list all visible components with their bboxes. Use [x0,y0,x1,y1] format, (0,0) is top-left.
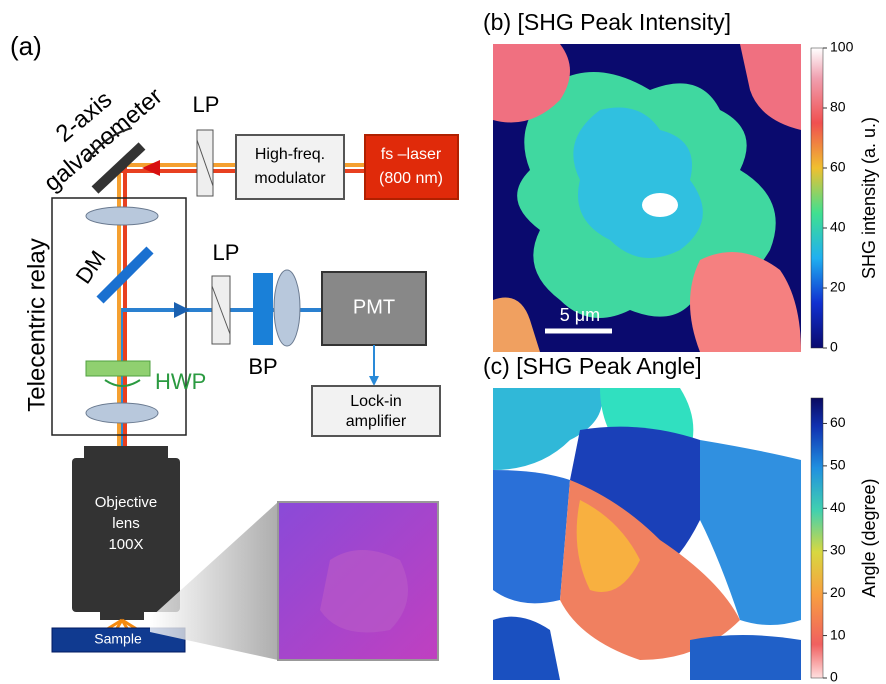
colorbar-tick-label: 40 [830,219,846,235]
relay-label: Telecentric relay [23,238,50,411]
figure: (a) 2-axis galvanometer LP High-freq. mo… [0,0,886,684]
panel-title: (c) [SHG Peak Angle] [483,353,702,379]
heatmap [642,193,678,217]
beam-arrow [174,302,190,318]
signal-arrow [369,376,379,386]
colorbar-label: SHG intensity (a. u.) [859,117,879,279]
colorbar-tick-label: 80 [830,99,846,115]
galvanometer-label: 2-axis galvanometer [20,60,168,197]
laser-box [365,135,458,199]
colorbar-label: Angle (degree) [859,478,879,597]
colorbar-tick-label: 100 [830,39,854,55]
modulator-box [236,135,344,199]
scale-bar-label: 5 μm [560,305,600,325]
heatmap [493,470,570,603]
colorbar-tick-label: 60 [830,159,846,175]
heatmap [690,635,801,680]
dm-label: DM [71,246,111,288]
panel-c: (c) [SHG Peak Angle] Angle (degree) [483,353,879,680]
hwp-label: HWP [155,369,206,394]
label-line: amplifier [346,413,407,430]
label-line: (800 nm) [379,170,443,187]
bandpass-filter [253,273,273,345]
pmt-label: PMT [353,296,395,318]
label-line: lens [112,515,140,532]
colorbar-tick-label: 20 [830,584,846,600]
colorbar-tick-label: 60 [830,414,846,430]
label-line: 100X [108,536,143,553]
objective [100,612,144,620]
colorbar [811,398,823,678]
colorbar [811,48,823,348]
hwp [86,361,150,376]
page: (a) 2-axis galvanometer LP High-freq. mo… [0,0,886,684]
optical-image [320,550,408,633]
label-line: modulator [254,170,326,187]
colorbar-tick-label: 10 [830,626,846,642]
label-line: High-freq. [255,146,325,163]
sample-label: Sample [94,631,142,647]
colorbar-tick-label: 50 [830,457,846,473]
colorbar-tick-label: 20 [830,279,846,295]
label-line: Lock-in [350,393,402,410]
lens [86,207,158,225]
panel-title: (b) [SHG Peak Intensity] [483,9,731,35]
label-line: fs –laser [381,146,442,163]
bp-label: BP [248,354,277,379]
beam-arrow [142,160,160,176]
lp-label: LP [213,240,240,265]
lens [274,270,300,346]
panel-label: (a) [10,31,42,61]
panel-a: (a) 2-axis galvanometer LP High-freq. mo… [10,31,458,660]
objective [84,446,168,460]
colorbar-tick-label: 30 [830,541,846,557]
label-line: Objective [95,494,158,511]
colorbar-tick-label: 0 [830,339,838,355]
colorbar-tick-label: 40 [830,499,846,515]
lp-label: LP [193,92,220,117]
panel-b: (b) [SHG Peak Intensity] 5 μm SHG intens… [483,9,879,352]
lens [86,403,158,423]
colorbar-tick-label: 0 [830,669,838,684]
